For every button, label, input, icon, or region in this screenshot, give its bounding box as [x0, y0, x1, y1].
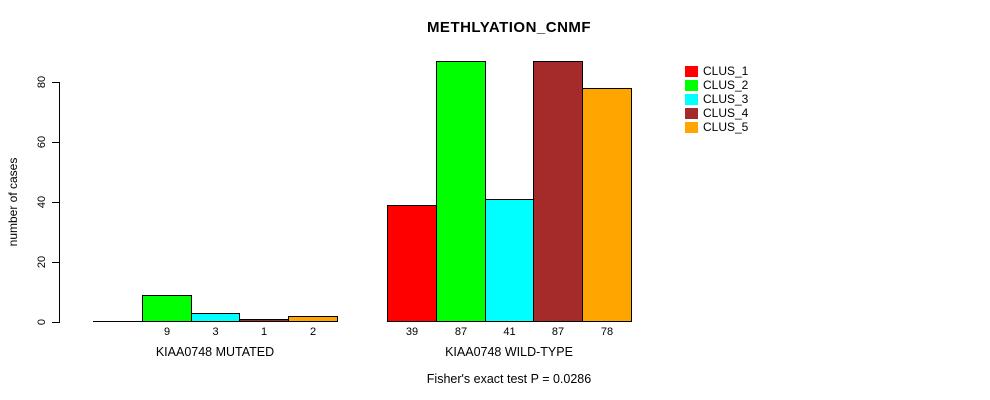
- bar-clus_1: [387, 205, 437, 322]
- x-axis-group-label: KIAA0748 WILD-TYPE: [445, 345, 573, 359]
- bar-clus_5: [288, 316, 338, 322]
- legend-label: CLUS_1: [703, 64, 749, 78]
- bar-value-label: 39: [405, 326, 419, 338]
- legend-swatch: [685, 65, 698, 77]
- bar-clus_3: [485, 199, 534, 322]
- y-axis-title: number of cases: [6, 157, 20, 247]
- y-axis-tick-label: 20: [36, 255, 48, 269]
- bar-clus_4: [533, 61, 583, 322]
- annotation-fisher-test: Fisher's exact test P = 0.0286: [426, 372, 592, 386]
- bar-clus_2: [142, 295, 192, 322]
- chart-title: METHLYATION_CNMF: [426, 19, 592, 36]
- legend-label: CLUS_5: [703, 120, 749, 134]
- bar-value-label: 41: [503, 326, 516, 338]
- bar-clus_4: [239, 319, 289, 322]
- y-axis-line: [59, 82, 60, 323]
- legend-item: CLUS_2: [685, 78, 748, 92]
- y-axis-tick: [52, 82, 59, 83]
- bar-clus_2: [436, 61, 486, 322]
- legend-item: CLUS_4: [685, 106, 748, 120]
- bar-value-label: 87: [454, 326, 468, 338]
- bar-value-label: 9: [163, 326, 171, 338]
- bar-value-label: 1: [260, 326, 268, 338]
- legend-label: CLUS_3: [703, 92, 749, 106]
- y-axis-tick: [52, 202, 59, 203]
- y-axis-tick-label: 60: [36, 135, 48, 149]
- bar-value-label: 3: [212, 326, 219, 338]
- legend-swatch: [685, 107, 698, 119]
- legend-item: CLUS_1: [685, 64, 748, 78]
- bar-clus_1-zero: [93, 321, 143, 322]
- legend: CLUS_1 CLUS_2 CLUS_3 CLUS_4 CLUS_5: [685, 64, 748, 134]
- y-axis-tick: [52, 262, 59, 263]
- bar-clus_3: [191, 313, 240, 322]
- legend-item: CLUS_5: [685, 120, 748, 134]
- legend-swatch: [685, 79, 698, 91]
- y-axis-tick-label: 0: [36, 318, 48, 326]
- y-axis-tick-label: 40: [36, 195, 48, 209]
- bar-value-label: 2: [309, 326, 317, 338]
- legend-swatch: [685, 121, 698, 133]
- legend-item: CLUS_3: [685, 92, 748, 106]
- bar-value-label: 87: [551, 326, 565, 338]
- legend-label: CLUS_4: [703, 106, 749, 120]
- y-axis-tick-label: 80: [36, 75, 48, 89]
- legend-swatch: [685, 93, 698, 105]
- y-axis-tick: [52, 142, 59, 143]
- x-axis-group-label: KIAA0748 MUTATED: [155, 345, 275, 359]
- bar-clus_5: [582, 88, 632, 322]
- y-axis-tick: [52, 322, 59, 323]
- bar-value-label: 78: [600, 326, 614, 338]
- legend-label: CLUS_2: [703, 78, 749, 92]
